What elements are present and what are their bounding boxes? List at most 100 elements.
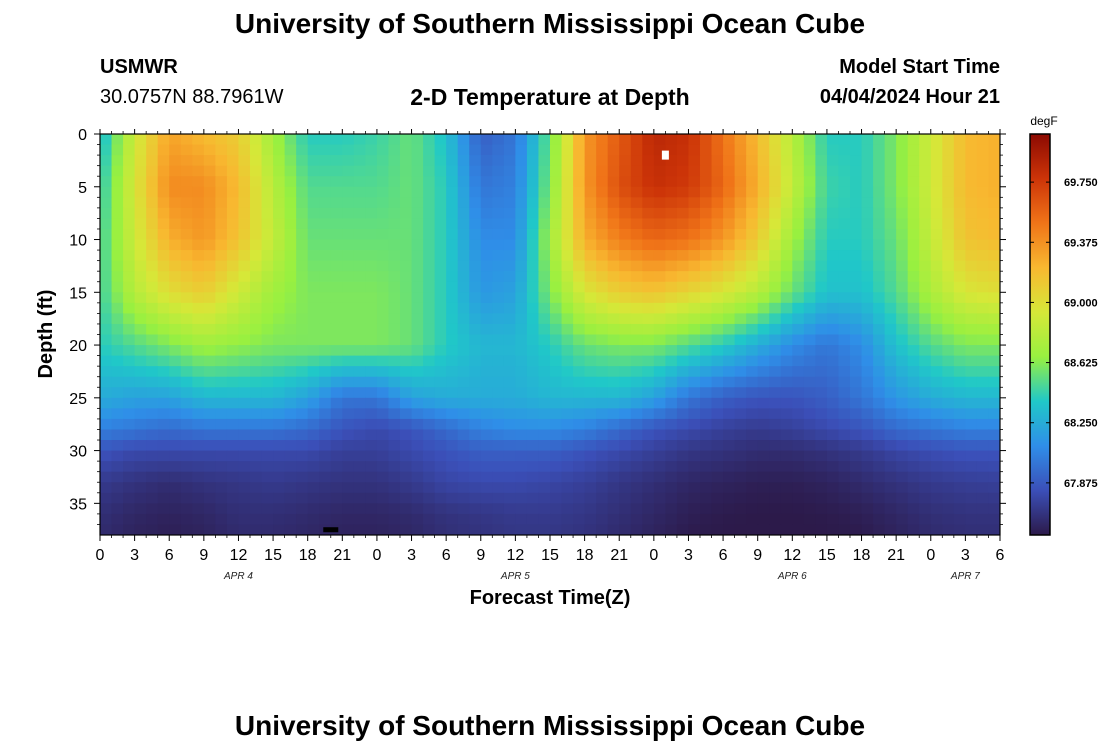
heatmap-cell (307, 408, 320, 420)
heatmap-cell (284, 450, 297, 462)
heatmap-cell (526, 387, 540, 399)
heatmap-cell (469, 450, 482, 462)
heatmap-cell (307, 165, 320, 177)
heatmap-cell (250, 503, 263, 515)
heatmap-cell (896, 197, 909, 209)
x-tick-label: 12 (783, 547, 801, 564)
heatmap-cell (215, 302, 228, 314)
heatmap-cell (573, 387, 586, 399)
heatmap-cell (561, 313, 574, 325)
heatmap-cell (861, 461, 874, 473)
heatmap-cell (169, 134, 182, 146)
heatmap-cell (434, 165, 447, 177)
heatmap-cell (988, 155, 1000, 167)
heatmap-cell (826, 334, 840, 346)
heatmap-cell (596, 429, 609, 441)
heatmap-cell (457, 250, 470, 262)
heatmap-cell (988, 492, 1000, 504)
heatmap-cell (342, 482, 355, 494)
heatmap-cell (330, 503, 343, 515)
heatmap-cell (734, 144, 747, 156)
heatmap-cell (192, 218, 205, 230)
heatmap-cell (203, 228, 216, 241)
heatmap-cell (942, 492, 955, 504)
heatmap-cell (480, 397, 493, 409)
heatmap-cell (711, 376, 724, 388)
heatmap-cell (480, 450, 493, 462)
heatmap-cell (873, 292, 886, 304)
heatmap-cell (434, 218, 447, 230)
heatmap-cell (953, 271, 966, 283)
heatmap-cell (873, 323, 886, 336)
heatmap-cell (123, 155, 136, 167)
heatmap-cell (111, 144, 124, 156)
heatmap-cell (203, 408, 216, 420)
heatmap-cell (180, 482, 193, 494)
heatmap-cell (157, 503, 170, 515)
heatmap-cell (942, 440, 955, 452)
heatmap-cell (365, 313, 378, 325)
heatmap-cell (953, 387, 966, 399)
heatmap-cell (261, 218, 274, 230)
x-tick-label: 9 (476, 547, 485, 564)
heatmap-cell (330, 492, 343, 504)
heatmap-cell (907, 134, 920, 146)
heatmap-cell (676, 186, 690, 198)
heatmap-cell (826, 176, 840, 188)
heatmap-cell (226, 492, 240, 504)
heatmap-cell (919, 271, 932, 283)
heatmap-cell (584, 207, 597, 220)
heatmap-cell (953, 197, 966, 209)
heatmap-cell (746, 271, 759, 283)
heatmap-cell (769, 440, 782, 452)
x-tick-label: 0 (372, 547, 381, 564)
heatmap-cell (411, 418, 424, 431)
heatmap-cell (111, 429, 124, 441)
heatmap-cell (942, 292, 955, 304)
heatmap-cell (550, 345, 563, 357)
heatmap-cell (942, 260, 955, 272)
heatmap-cell (434, 355, 447, 367)
heatmap-cell (365, 218, 378, 230)
heatmap-cell (319, 144, 332, 156)
heatmap-cell (226, 218, 240, 230)
heatmap-cell (226, 239, 240, 251)
heatmap-cell (400, 461, 413, 473)
heatmap-cell (746, 461, 759, 473)
heatmap-cell (492, 345, 505, 357)
heatmap-cell (907, 345, 920, 357)
heatmap-cell (930, 397, 943, 409)
heatmap-cell (550, 292, 563, 304)
heatmap-cell (850, 440, 863, 452)
heatmap-cell (619, 461, 632, 473)
heatmap-cell (884, 186, 897, 198)
heatmap-cell (250, 134, 263, 146)
heatmap-cell (480, 524, 493, 535)
heatmap-cell (515, 197, 528, 209)
heatmap-cell (400, 376, 413, 388)
heatmap-cell (642, 186, 655, 198)
heatmap-cell (907, 313, 920, 325)
heatmap-cell (307, 387, 320, 399)
heatmap-cell (907, 408, 920, 420)
heatmap-cell (411, 355, 424, 367)
heatmap-cell (769, 144, 782, 156)
heatmap-cell (803, 429, 816, 441)
heatmap-cell (607, 366, 620, 378)
heatmap-cell (619, 513, 632, 526)
heatmap-cell (376, 302, 390, 314)
heatmap-cell (307, 334, 320, 346)
heatmap-cell (388, 250, 401, 262)
heatmap-cell (526, 513, 540, 526)
heatmap-cell (780, 250, 793, 262)
heatmap-cell (803, 503, 816, 515)
heatmap-cell (734, 397, 747, 409)
heatmap-cell (630, 250, 643, 262)
heatmap-cell (376, 271, 390, 283)
heatmap-cell (284, 323, 297, 336)
heatmap-cell (665, 228, 678, 241)
heatmap-cell (757, 197, 770, 209)
heatmap-cell (826, 397, 840, 409)
heatmap-cell (988, 292, 1000, 304)
heatmap-cell (653, 134, 666, 146)
